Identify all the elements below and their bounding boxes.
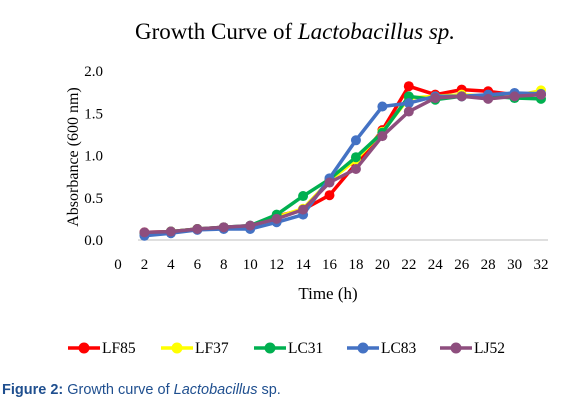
series-line <box>144 91 542 238</box>
data-point <box>350 152 361 163</box>
data-point <box>377 101 388 112</box>
data-point <box>165 226 176 237</box>
data-point <box>403 98 414 109</box>
x-tick-label: 6 <box>194 257 202 273</box>
legend: LF85 LF37 LC31 LC83 LJ52 <box>68 340 505 357</box>
series-lj52 <box>139 89 546 238</box>
x-tick-label: 4 <box>167 257 175 273</box>
data-point <box>350 135 361 146</box>
legend-marker <box>78 342 90 354</box>
x-tick-label: 16 <box>322 257 338 273</box>
data-point <box>245 220 256 231</box>
series-lc83 <box>139 87 546 241</box>
x-tick-label: 26 <box>454 257 470 273</box>
x-tick-label: 2 <box>141 257 149 273</box>
legend-label: LF85 <box>102 340 136 357</box>
x-tick-label: 8 <box>220 257 228 273</box>
caption-label: Figure 2: <box>2 382 64 398</box>
x-tick-label: 24 <box>428 257 444 273</box>
data-point <box>218 222 229 233</box>
x-tick-label: 30 <box>507 257 522 273</box>
series-line <box>144 92 542 235</box>
legend-label: LJ52 <box>474 340 505 357</box>
caption-italic: Lactobacillus <box>173 382 258 398</box>
legend-item-lf85: LF85 <box>68 340 136 357</box>
data-point <box>192 224 203 235</box>
y-tick-label: 0.0 <box>84 233 103 249</box>
y-tick-label: 2.0 <box>84 64 103 80</box>
data-point <box>139 227 150 238</box>
x-tick-labels: 0 2 4 6 8 10 12 14 16 18 20 22 24 26 28 30 32 <box>114 257 548 273</box>
y-tick-label: 1.0 <box>84 149 103 165</box>
x-axis-label: Time (h) <box>298 284 357 303</box>
data-point <box>324 190 335 201</box>
series-lc31 <box>139 91 546 239</box>
x-tick-label: 0 <box>114 257 122 273</box>
legend-label: LC83 <box>381 340 417 357</box>
legend-item-lf37: LF37 <box>161 340 229 357</box>
chart-title: Growth Curve of Lactobacillus sp. <box>135 19 455 44</box>
caption-text: Growth curve of <box>63 382 174 398</box>
legend-item-lc31: LC31 <box>254 340 323 357</box>
caption-suffix: sp. <box>257 382 281 398</box>
series-layer <box>139 81 546 241</box>
data-point <box>298 204 309 215</box>
data-point <box>403 106 414 117</box>
x-tick-label: 32 <box>534 257 549 273</box>
data-point <box>509 91 520 102</box>
x-tick-label: 10 <box>243 257 258 273</box>
x-tick-label: 28 <box>481 257 496 273</box>
y-tick-label: 0.5 <box>84 191 103 207</box>
data-point <box>324 177 335 188</box>
data-point <box>456 91 467 102</box>
legend-item-lc83: LC83 <box>347 340 417 357</box>
data-point <box>271 213 282 224</box>
x-tick-label: 20 <box>375 257 390 273</box>
data-point <box>430 93 441 104</box>
legend-marker <box>450 342 462 354</box>
x-tick-label: 14 <box>296 257 312 273</box>
y-tick-label: 1.5 <box>84 106 103 122</box>
x-tick-label: 22 <box>401 257 416 273</box>
legend-item-lj52: LJ52 <box>440 340 505 357</box>
legend-marker <box>264 342 276 354</box>
series-line <box>144 94 542 235</box>
legend-label: LC31 <box>288 340 323 357</box>
legend-label: LF37 <box>195 340 229 357</box>
y-tick-labels: 0.0 0.5 1.0 1.5 2.0 <box>84 64 103 249</box>
x-tick-label: 12 <box>269 257 284 273</box>
data-point <box>350 164 361 175</box>
data-point <box>403 81 414 92</box>
data-point <box>298 191 309 202</box>
legend-marker <box>357 342 369 354</box>
data-point <box>377 131 388 142</box>
legend-marker <box>171 342 183 354</box>
data-point <box>536 89 546 100</box>
figure-caption: Figure 2: Growth curve of Lactobacillus … <box>2 382 281 398</box>
x-tick-label: 18 <box>348 257 363 273</box>
data-point <box>483 93 494 104</box>
y-axis-label: Absorbance (600 nm) <box>65 87 82 227</box>
